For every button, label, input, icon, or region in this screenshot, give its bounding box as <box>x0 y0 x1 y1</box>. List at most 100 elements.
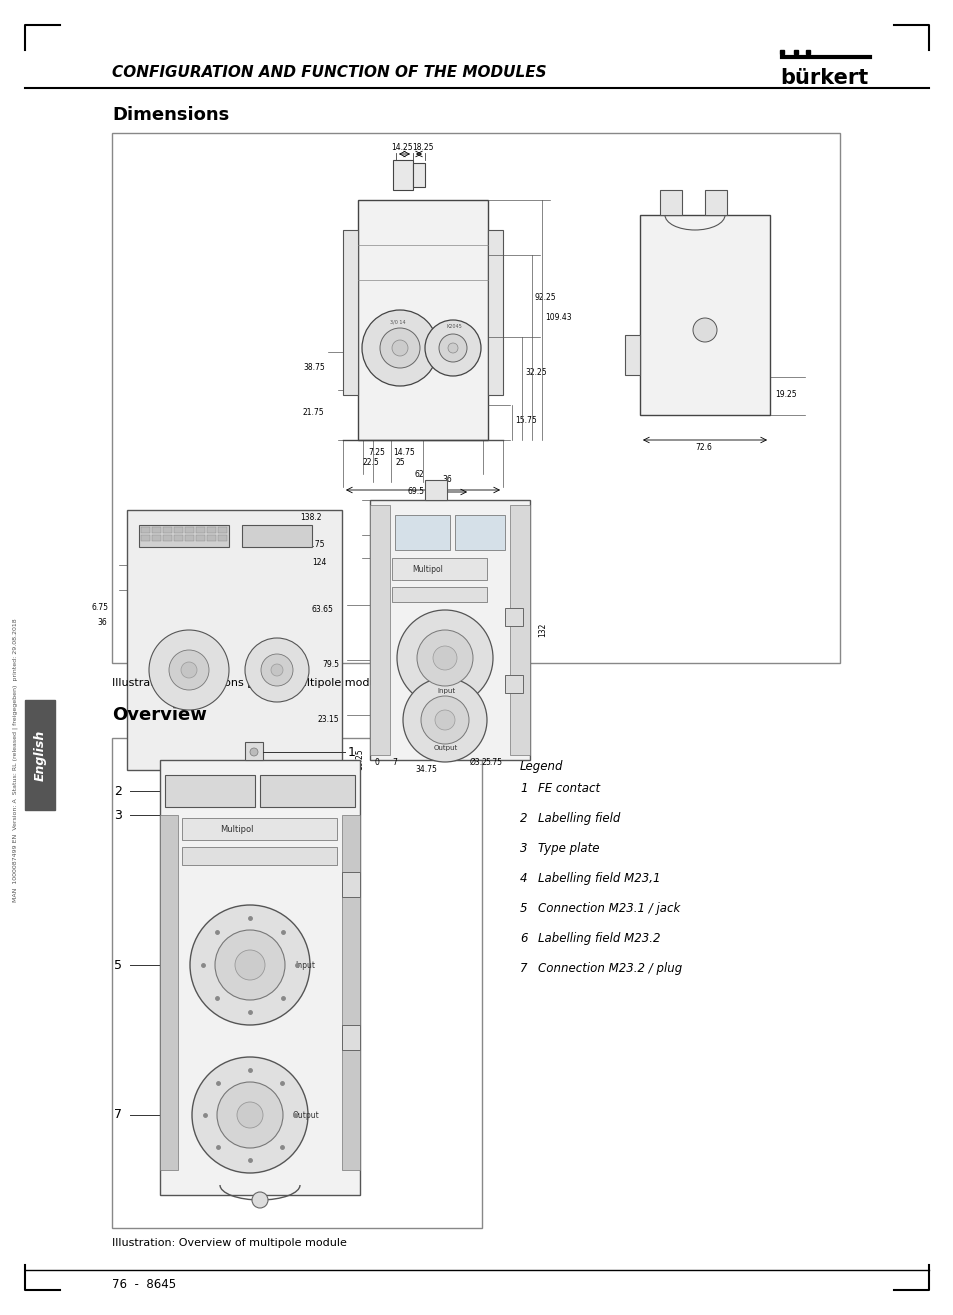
Bar <box>260 775 355 807</box>
Bar <box>510 505 530 755</box>
Text: 1: 1 <box>519 782 527 796</box>
Bar <box>218 527 227 533</box>
Text: MAN  1000087499 EN  Version: A  Status: RL (released | freigegeben)  printed: 29: MAN 1000087499 EN Version: A Status: RL … <box>12 618 18 902</box>
Bar <box>163 535 172 540</box>
Bar <box>141 535 150 540</box>
Bar <box>141 527 150 533</box>
Text: Illustration: Overview of multipole module: Illustration: Overview of multipole modu… <box>112 1237 347 1248</box>
Circle shape <box>181 661 196 679</box>
Circle shape <box>692 318 717 342</box>
Text: Overview: Overview <box>112 706 207 725</box>
Bar <box>395 515 450 550</box>
Circle shape <box>214 930 285 999</box>
Text: 7: 7 <box>392 757 396 767</box>
Text: Input: Input <box>294 960 314 969</box>
Text: 25: 25 <box>395 458 405 467</box>
Circle shape <box>438 334 467 362</box>
Circle shape <box>402 679 486 761</box>
Bar <box>659 189 681 214</box>
Text: 5: 5 <box>519 902 527 915</box>
Circle shape <box>416 630 473 686</box>
Text: Labelling field M23.2: Labelling field M23.2 <box>537 932 659 945</box>
Text: Multipol: Multipol <box>412 564 442 573</box>
Bar <box>163 527 172 533</box>
Text: FE contact: FE contact <box>537 782 599 796</box>
Text: 3: 3 <box>519 842 527 855</box>
Bar <box>195 527 205 533</box>
Text: 0: 0 <box>375 757 379 767</box>
Circle shape <box>420 696 469 744</box>
Text: 14.25: 14.25 <box>391 143 413 153</box>
Bar <box>195 535 205 540</box>
Text: Input: Input <box>436 688 455 694</box>
Text: 22.5: 22.5 <box>363 458 379 467</box>
Circle shape <box>271 664 283 676</box>
Text: 69.5: 69.5 <box>408 487 424 496</box>
Text: 10.25: 10.25 <box>355 748 364 771</box>
Bar <box>639 214 769 416</box>
Bar <box>182 847 336 865</box>
Bar <box>207 535 215 540</box>
Text: 19.25: 19.25 <box>774 391 796 398</box>
Text: 14.75: 14.75 <box>393 448 415 458</box>
Text: 62: 62 <box>415 469 424 479</box>
Text: K2045: K2045 <box>447 323 462 329</box>
Bar <box>392 586 486 602</box>
Bar <box>624 335 639 375</box>
Text: bürkert: bürkert <box>780 68 867 88</box>
Text: Labelling field M23,1: Labelling field M23,1 <box>537 872 659 885</box>
Text: 36: 36 <box>441 475 452 484</box>
Text: 124: 124 <box>312 558 326 567</box>
Text: 4: 4 <box>348 877 355 890</box>
Bar <box>392 558 486 580</box>
Text: 18.25: 18.25 <box>412 143 433 153</box>
Text: 92.25: 92.25 <box>535 293 556 302</box>
Bar <box>370 500 530 760</box>
Bar <box>127 510 341 771</box>
Text: 15.75: 15.75 <box>515 416 537 425</box>
Circle shape <box>236 1102 263 1128</box>
Bar <box>704 189 726 214</box>
Text: 6: 6 <box>348 1031 355 1044</box>
Text: 4: 4 <box>519 872 527 885</box>
Bar <box>341 815 359 1170</box>
Circle shape <box>433 646 456 671</box>
Text: 3: 3 <box>114 809 122 822</box>
Text: 7: 7 <box>519 963 527 974</box>
Text: Connection M23.1 / jack: Connection M23.1 / jack <box>537 902 679 915</box>
Bar <box>173 527 183 533</box>
Bar <box>218 535 227 540</box>
Bar <box>504 675 522 693</box>
Circle shape <box>448 343 457 352</box>
Bar <box>455 515 504 550</box>
Text: 79.5: 79.5 <box>322 660 338 669</box>
Circle shape <box>192 1057 308 1173</box>
Circle shape <box>424 320 480 376</box>
Text: Labelling field: Labelling field <box>537 811 619 825</box>
Text: 76  -  8645: 76 - 8645 <box>112 1278 176 1291</box>
Bar <box>207 527 215 533</box>
Text: Ø3.2: Ø3.2 <box>470 757 487 767</box>
Bar <box>242 525 312 547</box>
Bar <box>413 163 424 187</box>
Text: 7: 7 <box>113 1109 122 1122</box>
Bar <box>185 527 193 533</box>
Bar <box>112 738 481 1228</box>
Text: 1: 1 <box>348 746 355 759</box>
Text: 38.75: 38.75 <box>303 363 324 372</box>
Text: 2: 2 <box>519 811 527 825</box>
Bar <box>341 872 359 897</box>
Text: 34.75: 34.75 <box>415 765 436 775</box>
Text: 72.6: 72.6 <box>695 443 711 452</box>
Bar <box>488 230 502 394</box>
Circle shape <box>169 650 209 690</box>
Bar <box>341 1024 359 1049</box>
Text: Output: Output <box>434 746 457 751</box>
Text: 21.75: 21.75 <box>303 408 324 417</box>
Bar <box>182 818 336 840</box>
Text: 32.25: 32.25 <box>524 368 546 377</box>
Circle shape <box>245 638 309 702</box>
Circle shape <box>252 1191 268 1208</box>
Text: 63.65: 63.65 <box>312 605 334 614</box>
Text: 5: 5 <box>113 959 122 972</box>
